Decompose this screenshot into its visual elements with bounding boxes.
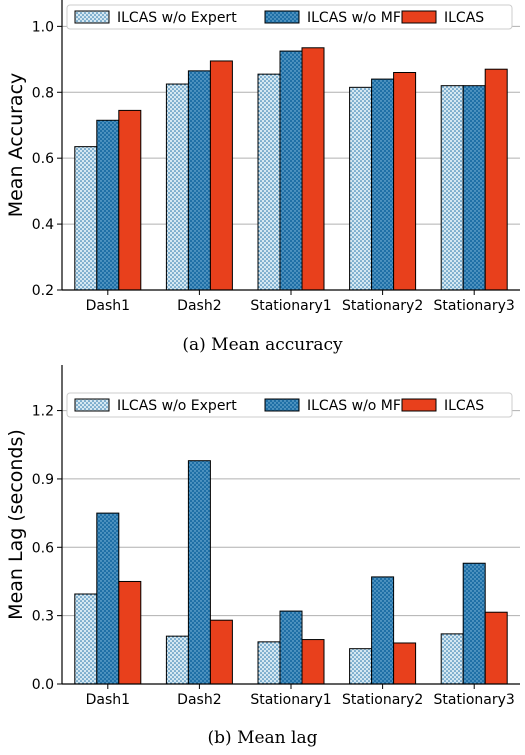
bar (118, 580, 142, 685)
bar (257, 641, 281, 685)
bar (440, 85, 464, 291)
bar (118, 109, 142, 291)
accuracy-chart: 0.2 0.4 0.6 0.8 1.0 Dash1 Dash2 Stationary1 Stat… (5, 0, 520, 314)
x-tick-label: Dash1 (86, 692, 130, 708)
bar (279, 50, 303, 291)
y-axis-label: Mean Lag (seconds) (5, 429, 27, 620)
legend-swatch (264, 398, 300, 412)
x-tick-label: Dash2 (177, 298, 221, 314)
bar (257, 73, 281, 291)
bar (96, 119, 120, 291)
x-tick-label: Stationary3 (434, 692, 515, 708)
bar (96, 512, 120, 685)
legend-label: ILCAS w/o MF (307, 398, 401, 414)
legend-label: ILCAS w/o Expert (117, 10, 237, 26)
x-tick-label: Dash1 (86, 298, 130, 314)
lag-chart: 0.0 0.3 0.6 0.9 1.2 Dash1 Dash2 Stationary1 Stat… (5, 365, 520, 708)
y-tick-label: 1.0 (32, 19, 54, 35)
bar (165, 83, 189, 291)
bar (440, 633, 464, 685)
legend-swatch (401, 398, 437, 412)
y-tick-label: 0.0 (32, 677, 54, 693)
x-tick-label: Stationary3 (434, 298, 515, 314)
bar (393, 642, 417, 685)
legend: ILCAS w/o Expert ILCAS w/o MF ILCAS (66, 392, 513, 418)
bar (165, 635, 189, 685)
legend-swatch (74, 10, 110, 24)
y-tick-label: 0.4 (32, 217, 54, 233)
y-tick-label: 0.3 (32, 609, 54, 625)
bar (484, 611, 508, 685)
bar (349, 648, 373, 685)
bar (209, 60, 233, 291)
bar (74, 146, 98, 291)
bar (187, 70, 211, 291)
caption-lag: (b) Mean lag (207, 728, 318, 748)
bar (484, 68, 508, 291)
bar (462, 85, 486, 291)
x-tick-label: Stationary1 (250, 298, 331, 314)
bar (187, 460, 211, 685)
legend-swatch (74, 398, 110, 412)
legend-swatch (401, 10, 437, 24)
legend: ILCAS w/o Expert ILCAS w/o MF ILCAS (66, 4, 513, 30)
bar (462, 562, 486, 685)
bar (301, 47, 325, 291)
y-axis-label: Mean Accuracy (5, 73, 27, 218)
caption-accuracy: (a) Mean accuracy (182, 335, 343, 355)
legend-label: ILCAS (444, 10, 484, 26)
y-tick-label: 1.2 (32, 404, 54, 420)
x-tick-label: Stationary2 (342, 298, 423, 314)
y-tick-label: 0.6 (32, 540, 54, 556)
x-tick-label: Dash2 (177, 692, 221, 708)
legend-label: ILCAS w/o MF (307, 10, 401, 26)
x-tick-label: Stationary2 (342, 692, 423, 708)
bar (371, 576, 395, 685)
bar (74, 593, 98, 685)
bar (279, 610, 303, 685)
legend-label: ILCAS w/o Expert (117, 398, 237, 414)
bar (209, 619, 233, 685)
bar (349, 86, 373, 291)
y-tick-label: 0.6 (32, 151, 54, 167)
x-tick-label: Stationary1 (250, 692, 331, 708)
y-tick-label: 0.9 (32, 472, 54, 488)
y-tick-label: 0.2 (32, 283, 54, 299)
legend-swatch (264, 10, 300, 24)
y-tick-label: 0.8 (32, 85, 54, 101)
legend-label: ILCAS (444, 398, 484, 414)
bar (393, 72, 417, 291)
bar (371, 78, 395, 291)
bar (301, 639, 325, 685)
